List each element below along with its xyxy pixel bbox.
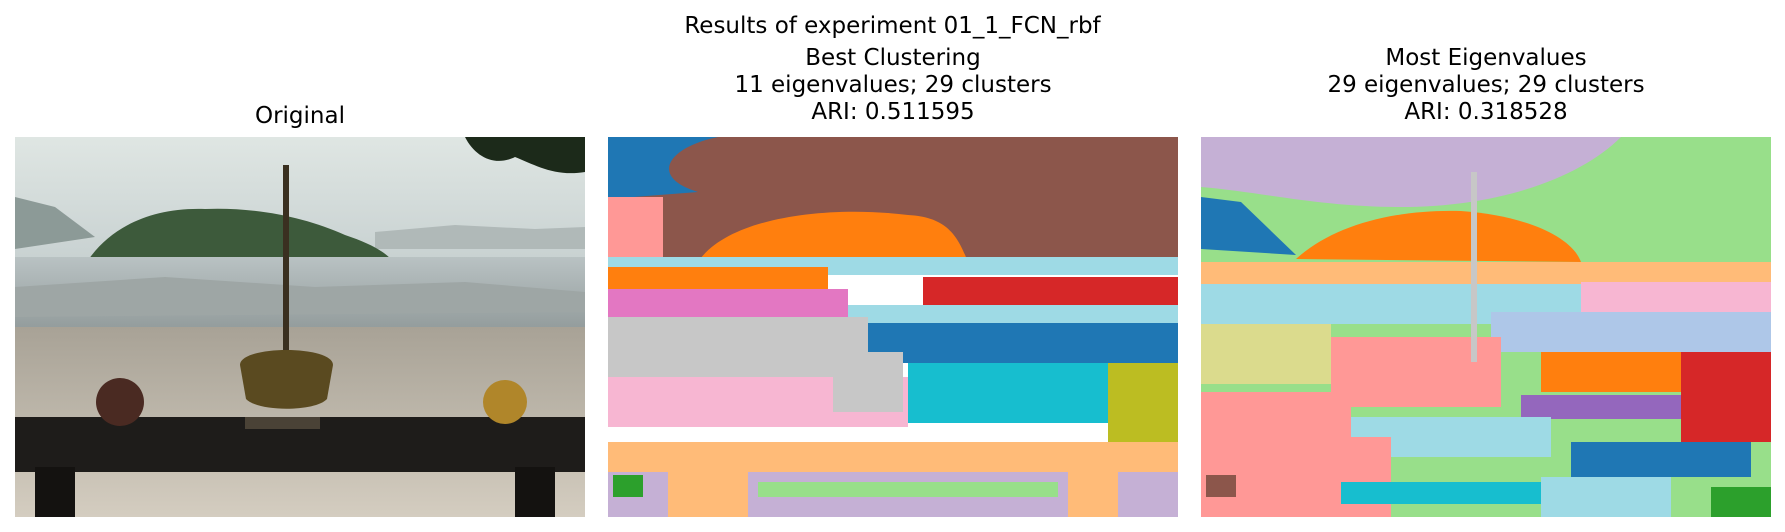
best-clustering-image (608, 137, 1178, 517)
region-band-bluegray (1491, 312, 1771, 352)
best-clustering-title: Best Clustering (805, 45, 981, 71)
region-incense-burner (833, 352, 903, 412)
region-sand-cyan (908, 363, 1108, 423)
region-bottom-left-brown (1206, 475, 1236, 497)
region-band-lightblue2 (848, 305, 1178, 323)
region-left-band-salmon (608, 197, 663, 257)
region-bottom-cyan (1341, 482, 1541, 504)
region-band-pink (1581, 282, 1771, 317)
incense-stick (283, 165, 289, 355)
region-left-blue (1201, 197, 1296, 255)
island (85, 208, 395, 265)
small-cups (245, 417, 320, 429)
original-photo-svg (15, 137, 585, 517)
region-band-orange (608, 267, 828, 289)
region-table-blue (1571, 442, 1751, 477)
incense-burner (240, 350, 333, 409)
best-clustering-ari: ARI: 0.511595 (811, 99, 975, 125)
region-bottom-left-green (613, 475, 643, 497)
best-clustering-eigenvalues: 11 eigenvalues; 29 clusters (734, 72, 1052, 98)
most-eigenvalues-title: Most Eigenvalues (1385, 45, 1587, 71)
figure-suptitle: Results of experiment 01_1_FCN_rbf (684, 13, 1101, 39)
original-panel-title: Original (15, 103, 585, 130)
region-purple-band (1521, 395, 1681, 419)
distant-hills (375, 225, 585, 249)
region-bottom-right-green (1711, 487, 1771, 517)
most-eigenvalues-image (1201, 137, 1771, 517)
best-clustering-panel-title: Best Clustering 11 eigenvalues; 29 clust… (608, 45, 1178, 126)
region-island-orange (1296, 210, 1581, 262)
fruit-bowl-right (483, 380, 527, 424)
region-island-orange (698, 211, 968, 262)
distant-mountains (15, 197, 95, 249)
region-band-blue (868, 323, 1178, 363)
region-right-red (1681, 352, 1771, 442)
fruit-bowl-left (96, 378, 144, 426)
region-sand-orange (1541, 352, 1681, 392)
region-sky-blue (608, 137, 718, 199)
most-eigenvalues-svg (1201, 137, 1771, 517)
region-sand-lightgray (608, 317, 868, 377)
region-table-leg-left (668, 467, 748, 517)
table-leg-left (35, 467, 75, 517)
original-title-line: Original (254, 103, 345, 129)
region-bottom-lightblue (1541, 477, 1671, 517)
region-band-red (923, 277, 1178, 305)
shoreline (15, 277, 585, 317)
region-bottom-lightgreen (758, 482, 1058, 497)
most-eigenvalues-panel-title: Most Eigenvalues 29 eigenvalues; 29 clus… (1201, 45, 1771, 126)
tree-branches (465, 137, 585, 174)
region-band-pink (608, 289, 848, 317)
region-table-leg-right (1068, 467, 1118, 517)
original-image (15, 137, 585, 517)
best-clustering-svg (608, 137, 1178, 517)
table-leg-right (515, 467, 555, 517)
region-band-lightorange (1201, 262, 1771, 284)
most-eigenvalues-eigenvalues: 29 eigenvalues; 29 clusters (1327, 72, 1645, 98)
region-incense-stick (1471, 172, 1477, 362)
most-eigenvalues-ari: ARI: 0.318528 (1404, 99, 1568, 125)
region-sand-olive (1201, 324, 1331, 384)
region-sky-purple (1201, 137, 1621, 207)
region-left-salmon (1201, 392, 1351, 442)
region-right-olive (1108, 363, 1178, 443)
